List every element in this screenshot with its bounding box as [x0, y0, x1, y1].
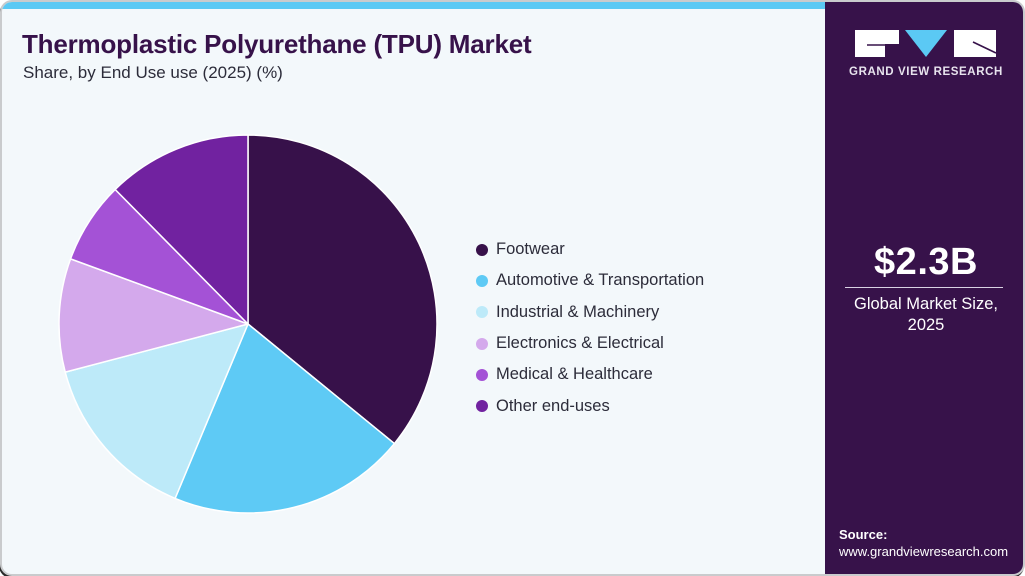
legend-item-automotive: Automotive & Transportation: [476, 265, 704, 296]
chart-subtitle: Share, by End Use use (2025) (%): [23, 63, 283, 82]
source-label: Source:: [839, 527, 888, 542]
pie-slice-industrial-machinery: [64, 323, 249, 500]
pie-slice-footwear: [247, 134, 438, 445]
pie-slice-automotive-transportation: [174, 323, 396, 514]
pie-slice-other-end-uses: [114, 134, 249, 325]
chart-title: Thermoplastic Polyurethane (TPU) Market: [22, 29, 532, 59]
source-link[interactable]: www.grandviewresearch.com: [839, 544, 1009, 559]
legend-dot-icon: [476, 274, 488, 287]
legend-label: Industrial & Machinery: [496, 302, 660, 321]
legend-label: Electronics & Electrical: [496, 334, 664, 353]
legend-item-footwear: Footwear: [476, 234, 704, 265]
legend-dot-icon: [476, 306, 488, 319]
accent-bar: [2, 2, 825, 9]
legend-dot-icon: [476, 337, 488, 350]
legend: Footwear Automotive & Transportation Ind…: [476, 234, 704, 422]
legend-dot-icon: [476, 243, 488, 256]
brand-name: GRAND VIEW RESEARCH: [849, 66, 1003, 78]
market-size-label: Global Market Size, 2025: [825, 294, 1023, 336]
pie-slice-electronics-electrical: [58, 258, 249, 373]
divider: [845, 287, 1003, 288]
market-label-line1: Global Market Size,: [854, 295, 998, 313]
market-size-value: $2.3B: [874, 241, 978, 283]
legend-item-medical: Medical & Healthcare: [476, 359, 704, 390]
legend-item-other: Other end-uses: [476, 390, 704, 421]
legend-dot-icon: [476, 368, 488, 381]
pie-chart: [58, 134, 438, 514]
legend-label: Footwear: [496, 240, 565, 259]
legend-item-industrial: Industrial & Machinery: [476, 297, 704, 328]
pie-chart-svg: [58, 134, 438, 514]
legend-item-electronics: Electronics & Electrical: [476, 328, 704, 359]
side-panel: GRAND VIEW RESEARCH $2.3B Global Market …: [825, 2, 1023, 574]
gvr-logo-icon: [855, 30, 997, 57]
legend-label: Automotive & Transportation: [496, 271, 705, 290]
legend-dot-icon: [476, 400, 488, 413]
legend-label: Medical & Healthcare: [496, 365, 653, 384]
market-label-line2: 2025: [907, 316, 945, 334]
legend-label: Other end-uses: [496, 396, 610, 415]
